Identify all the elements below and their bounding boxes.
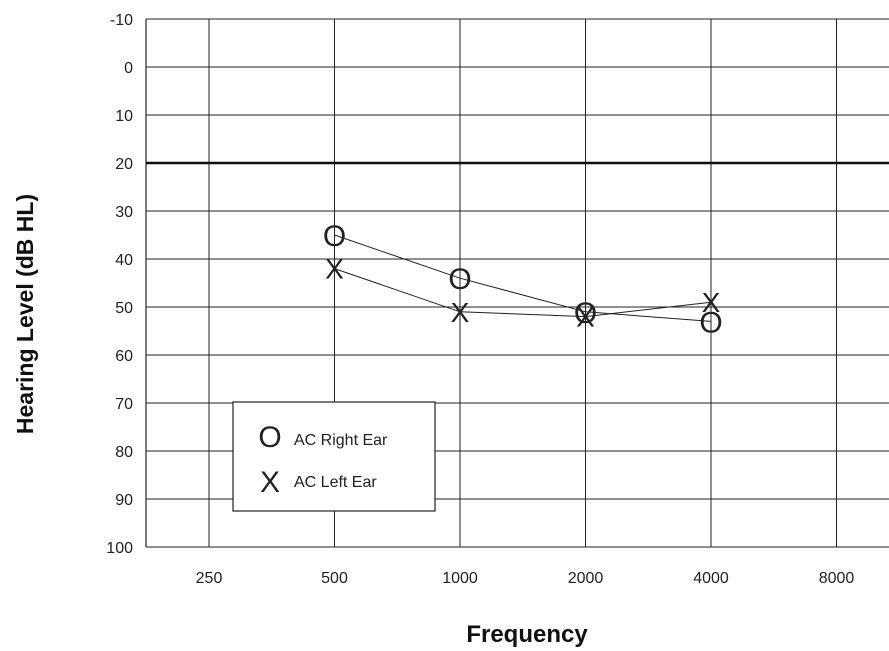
x-tick-label: 8000 [819,570,855,587]
left-ear-point: X [702,287,721,318]
y-tick-label: 30 [115,204,133,221]
right-ear-point: O [323,220,346,253]
x-tick-label: 4000 [693,570,729,587]
x-tick-label: 1000 [442,570,478,587]
left-ear-point: X [576,302,595,333]
right-ear-point: O [574,297,597,330]
y-tick-label: 80 [115,444,133,461]
y-tick-label: 50 [115,300,133,317]
legend-label-right-ear: AC Right Ear [294,432,388,449]
x-axis-label: Frequency [466,621,588,648]
right-ear-point: O [699,306,722,339]
x-tick-labels: 250 500 1000 2000 4000 8000 [196,570,855,587]
y-tick-label: 0 [124,60,133,77]
left-ear-point: X [325,254,344,285]
y-tick-label: 60 [115,348,133,365]
y-tick-labels: -10 0 10 20 30 40 50 60 70 80 90 100 [106,12,133,557]
x-tick-label: 250 [196,570,223,587]
legend-box [232,401,436,512]
y-tick-label: 20 [115,156,133,173]
series-layer: OOO OXX X X [323,220,723,339]
series-line-left-ear [334,268,712,318]
y-axis-label: Hearing Level (dB HL) [12,194,38,434]
x-tick-label: 500 [321,570,348,587]
legend-label-left-ear: AC Left Ear [294,474,377,491]
y-tick-label: 100 [106,540,133,557]
legend-marker-right-ear: O [258,421,281,454]
right-ear-point: O [448,263,471,296]
legend: O AC Right Ear X AC Left Ear [232,401,436,512]
series-line-right-ear [334,234,712,322]
y-tick-label: 90 [115,492,133,509]
x-tick-label: 2000 [568,570,604,587]
y-tick-label: -10 [110,12,133,29]
left-ear-point: X [451,297,470,328]
y-tick-label: 70 [115,396,133,413]
y-tick-label: 40 [115,252,133,269]
y-tick-label: 10 [115,108,133,125]
legend-marker-left-ear: X [260,466,280,499]
